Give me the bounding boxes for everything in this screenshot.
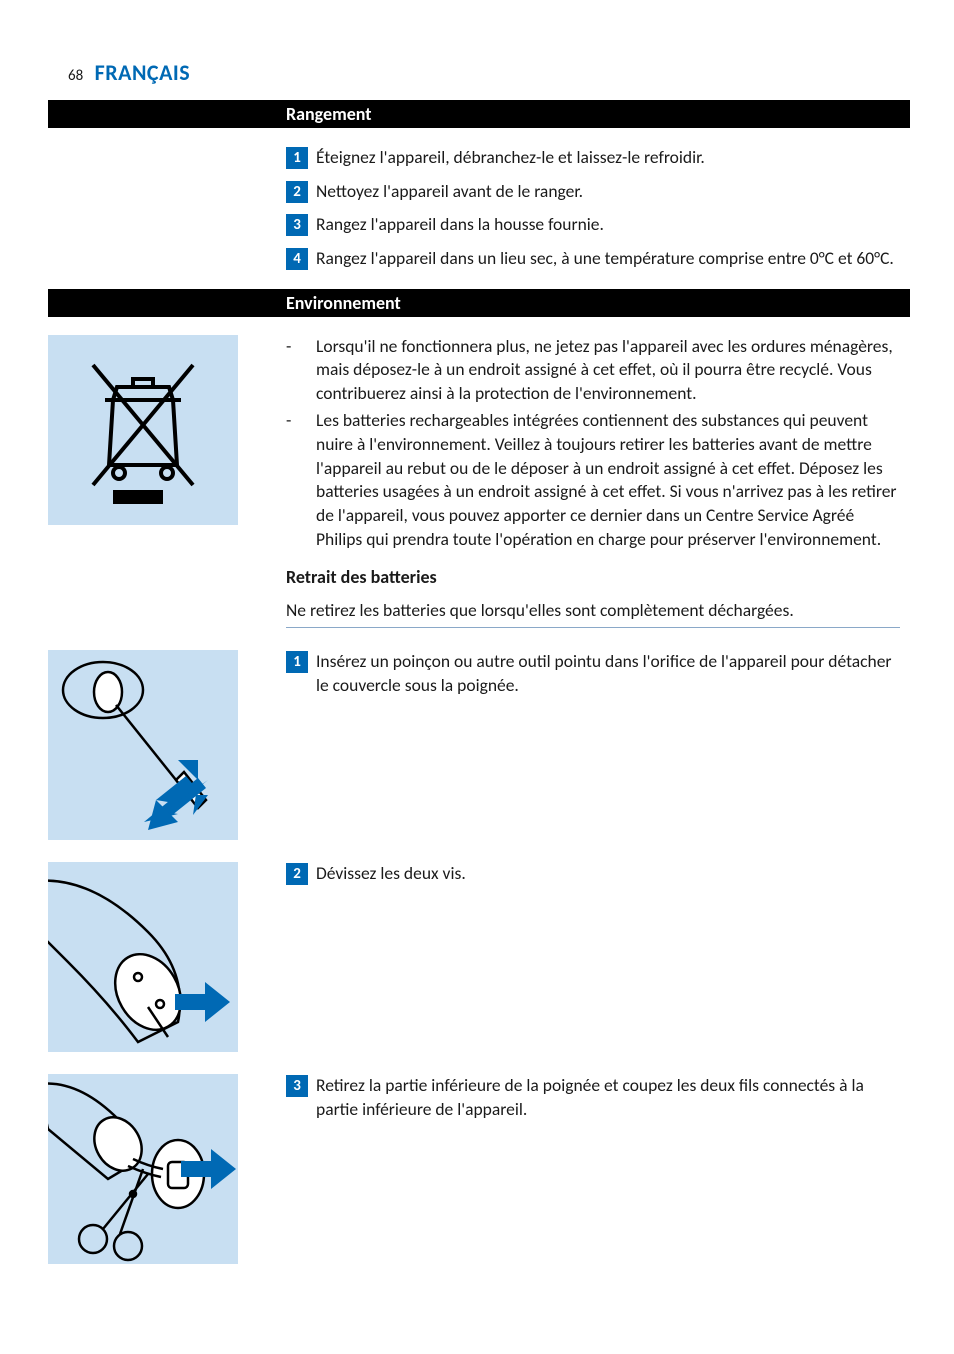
bullet-item: -Les batteries rechargeables intégrées c… [286,409,900,551]
step-item: 3 Rangez l'appareil dans la housse fourni… [286,213,900,237]
step-number-icon: 2 [286,863,308,885]
step-number-icon: 3 [286,1075,308,1097]
step-item: 1 Insérez un poinçon ou autre outil point… [286,650,900,697]
battery-step-3: 3 Retirez la partie inférieure de la poig… [48,1074,910,1278]
step-text: Dévissez les deux vis. [316,862,466,884]
weee-icon [48,335,238,525]
section-title-environment: Environnement [48,289,910,317]
step-text: Rangez l'appareil dans un lieu sec, à un… [316,247,894,269]
illustration-cut-wires [48,1074,238,1264]
step-item: 2 Dévissez les deux vis. [286,862,900,886]
step-number-icon: 3 [286,214,308,236]
section-title-storage: Rangement [48,100,910,128]
step-text: Éteignez l'appareil, débranchez-le et la… [316,146,705,168]
step-text: Insérez un poinçon ou autre outil pointu… [316,650,892,696]
illustration-unscrew [48,862,238,1052]
step-item: 4 Rangez l'appareil dans un lieu sec, à u… [286,247,900,271]
bullet-item: -Lorsqu'il ne fonctionnera plus, ne jete… [286,335,900,406]
step-number-icon: 4 [286,248,308,270]
step-number-icon: 2 [286,181,308,203]
step-item: 2 Nettoyez l'appareil avant de le ranger. [286,180,900,204]
step-text: Rangez l'appareil dans la housse fournie… [316,213,604,235]
step-item: 3 Retirez la partie inférieure de la poig… [286,1074,900,1121]
environment-bullets: -Lorsqu'il ne fonctionnera plus, ne jete… [286,335,900,552]
storage-block: 1 Éteignez l'appareil, débranchez-le et l… [48,146,910,281]
page-header: 68 FRANÇAIS [68,58,190,88]
storage-steps: 1 Éteignez l'appareil, débranchez-le et l… [286,146,900,271]
step-item: 1 Éteignez l'appareil, débranchez-le et l… [286,146,900,170]
bullet-text: Lorsqu'il ne fonctionnera plus, ne jetez… [316,335,893,404]
illustration-awl [48,650,238,840]
step-text: Retirez la partie inférieure de la poign… [316,1074,864,1120]
step-number-icon: 1 [286,651,308,673]
battery-removal-note: Ne retirez les batteries que lorsqu'elle… [286,599,900,628]
bullet-text: Les batteries rechargeables intégrées co… [316,409,897,549]
battery-step-1: 1 Insérez un poinçon ou autre outil point… [48,650,910,854]
language-title: FRANÇAIS [95,59,191,86]
battery-removal-title: Retrait des batteries [286,565,900,589]
step-number-icon: 1 [286,147,308,169]
battery-step-2: 2 Dévissez les deux vis. [48,862,910,1066]
page-number: 68 [68,67,83,85]
content: Rangement 1 Éteignez l'appareil, débranch… [48,100,910,1286]
environment-block: -Lorsqu'il ne fonctionnera plus, ne jete… [48,335,910,643]
step-text: Nettoyez l'appareil avant de le ranger. [316,180,583,202]
